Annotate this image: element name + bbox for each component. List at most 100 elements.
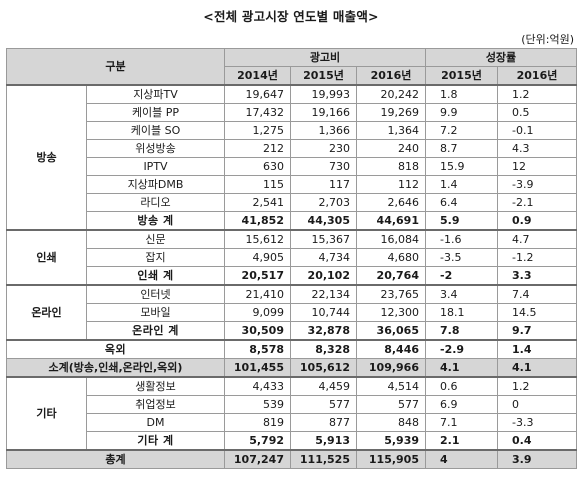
growth-cell: 3.4 (425, 284, 498, 304)
ad-cost-cell: 4,734 (290, 248, 357, 267)
table-row: 라디오 2,541 2,703 2,646 6.4 -2.1 (7, 193, 577, 212)
row-label: IPTV (86, 157, 225, 176)
grand-total-row: 총계 107,247 111,525 115,905 4 3.9 (6, 449, 577, 469)
growth-cell: -2 (425, 266, 498, 286)
ad-cost-cell: 19,647 (224, 84, 291, 104)
header-year: 2014년 (224, 66, 291, 86)
growth-cell: -2.1 (497, 193, 577, 212)
group-label: 인쇄 (6, 229, 87, 286)
subtotal-row: 기타 계 5,792 5,913 5,939 2.1 0.4 (7, 431, 577, 451)
row-label: 지상파DMB (86, 175, 225, 194)
table-body: 방송 지상파TV 19,647 19,993 20,242 1.8 1.2 케이블 PP 17,… (6, 84, 577, 469)
ad-cost-cell: 19,166 (290, 103, 357, 122)
growth-cell: 12 (497, 157, 577, 176)
ad-cost-cell: 32,878 (290, 321, 357, 341)
table-row: 기타 생활정보 4,433 4,459 4,514 0.6 1.2 (6, 376, 577, 451)
ad-cost-cell: 20,764 (356, 266, 426, 286)
header-year: 2015년 (290, 66, 357, 86)
unit-note: (단위:억원) (521, 33, 574, 46)
growth-cell: 6.4 (425, 193, 498, 212)
ad-cost-cell: 44,305 (290, 211, 357, 231)
growth-cell: 15.9 (425, 157, 498, 176)
subtotal-row: 온라인 계 30,509 32,878 36,065 7.8 9.7 (7, 321, 577, 341)
table-row: 인쇄 신문 15,612 15,367 16,084 -1.6 4.7 (6, 229, 577, 286)
row-label: 라디오 (86, 193, 225, 212)
row-label: 케이블 PP (86, 103, 225, 122)
growth-cell: 4.3 (497, 139, 577, 158)
outdoor-row: 옥외 8,578 8,328 8,446 -2.9 1.4 (6, 339, 577, 359)
ad-cost-cell: 240 (356, 139, 426, 158)
growth-cell: 1.4 (497, 339, 577, 359)
ad-cost-cell: 30,509 (224, 321, 291, 341)
table-row: IPTV 630 730 818 15.9 12 (7, 157, 577, 176)
header-year: 2016년 (497, 66, 577, 86)
ad-cost-cell: 41,852 (224, 211, 291, 231)
growth-cell: -1.2 (497, 248, 577, 267)
ad-cost-cell: 730 (290, 157, 357, 176)
ad-cost-cell: 117 (290, 175, 357, 194)
group-label: 온라인 (6, 284, 87, 341)
table-row: DM 819 877 848 7.1 -3.3 (7, 413, 577, 432)
header-year: 2015년 (425, 66, 498, 86)
header-growth: 성장률 (425, 48, 577, 67)
ad-cost-cell: 818 (356, 157, 426, 176)
growth-cell: 18.1 (425, 303, 498, 322)
ad-cost-cell: 105,612 (290, 358, 357, 378)
table-row: 모바일 9,099 10,744 12,300 18.1 14.5 (7, 303, 577, 322)
ad-cost-cell: 19,993 (290, 84, 357, 104)
row-label: 지상파TV (86, 84, 225, 104)
growth-cell: 1.2 (497, 376, 577, 396)
growth-cell: 4.1 (497, 358, 577, 378)
growth-cell: 7.1 (425, 413, 498, 432)
ad-cost-cell: 17,432 (224, 103, 291, 122)
ad-cost-cell: 19,269 (356, 103, 426, 122)
ad-cost-cell: 101,455 (224, 358, 291, 378)
row-label: 총계 (6, 449, 225, 469)
ad-cost-cell: 23,765 (356, 284, 426, 304)
table-row: 취업정보 539 577 577 6.9 0 (7, 395, 577, 414)
group-label: 기타 (6, 376, 87, 451)
ad-cost-cell: 1,366 (290, 121, 357, 140)
ad-cost-cell: 2,703 (290, 193, 357, 212)
growth-cell: 1.8 (425, 84, 498, 104)
ad-cost-cell: 630 (224, 157, 291, 176)
ad-cost-cell: 212 (224, 139, 291, 158)
ad-cost-cell: 20,102 (290, 266, 357, 286)
growth-cell: 5.9 (425, 211, 498, 231)
growth-cell: -3.5 (425, 248, 498, 267)
ad-cost-cell: 4,514 (356, 376, 426, 396)
ad-cost-cell: 15,367 (290, 229, 357, 249)
row-label: 소계(방송,인쇄,온라인,옥외) (6, 358, 225, 378)
ad-cost-cell: 44,691 (356, 211, 426, 231)
ad-cost-cell: 819 (224, 413, 291, 432)
ad-cost-cell: 20,242 (356, 84, 426, 104)
ad-cost-cell: 5,913 (290, 431, 357, 451)
ad-cost-cell: 5,792 (224, 431, 291, 451)
table-row: 방송 지상파TV 19,647 19,993 20,242 1.8 1.2 (6, 84, 577, 231)
table-row: 케이블 PP 17,432 19,166 19,269 9.9 0.5 (7, 103, 577, 122)
ad-cost-cell: 21,410 (224, 284, 291, 304)
subtotal-row: 방송 계 41,852 44,305 44,691 5.9 0.9 (7, 211, 577, 231)
ad-cost-cell: 112 (356, 175, 426, 194)
growth-cell: -0.1 (497, 121, 577, 140)
row-label: DM (86, 413, 225, 432)
growth-cell: 4 (425, 449, 498, 469)
growth-cell: 0.9 (497, 211, 577, 231)
ad-cost-cell: 2,646 (356, 193, 426, 212)
header-ad-cost: 광고비 (224, 48, 426, 67)
ad-cost-cell: 15,612 (224, 229, 291, 249)
growth-cell: 7.2 (425, 121, 498, 140)
row-label: 신문 (86, 229, 225, 249)
ad-cost-cell: 22,134 (290, 284, 357, 304)
growth-cell: 0.6 (425, 376, 498, 396)
ad-cost-cell: 109,966 (356, 358, 426, 378)
growth-cell: 14.5 (497, 303, 577, 322)
row-label: 인쇄 계 (86, 266, 225, 286)
ad-cost-cell: 230 (290, 139, 357, 158)
growth-cell: 3.3 (497, 266, 577, 286)
ad-cost-cell: 36,065 (356, 321, 426, 341)
growth-cell: 3.9 (497, 449, 577, 469)
growth-cell: 1.4 (425, 175, 498, 194)
table-title: <전체 광고시장 연도별 매출액> (203, 9, 379, 24)
ad-cost-cell: 4,459 (290, 376, 357, 396)
